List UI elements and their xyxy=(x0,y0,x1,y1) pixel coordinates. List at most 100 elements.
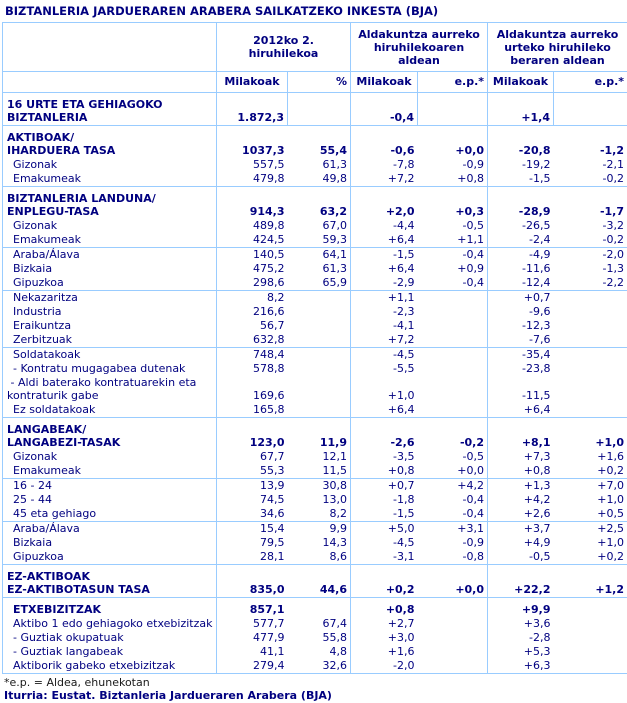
cell-ep-quarter-change: +0,0 xyxy=(418,565,488,598)
sub-header-ep-1: e.p.* xyxy=(418,72,488,93)
cell-milakoak-quarter-change: +6,4 xyxy=(351,403,418,418)
cell-milakoak-current: 169,6 xyxy=(217,376,288,403)
row-label: Araba/Álava xyxy=(3,522,217,537)
cell-milakoak-current: 15,4 xyxy=(217,522,288,537)
cell-ep-year-change xyxy=(554,631,627,645)
sub-header-milakoak-3: Milakoak xyxy=(488,72,554,93)
cell-percent: 55,4 xyxy=(288,126,351,159)
cell-milakoak-year-change: +7,3 xyxy=(488,450,554,464)
cell-milakoak-current: 28,1 xyxy=(217,550,288,565)
cell-percent xyxy=(288,362,351,376)
cell-ep-year-change xyxy=(554,659,627,674)
cell-ep-year-change: -1,2 xyxy=(554,126,627,159)
cell-percent xyxy=(288,333,351,348)
cell-percent: 67,0 xyxy=(288,219,351,233)
column-group-quarter-change: Aldakuntza aurreko hiruhilekoaren aldean xyxy=(351,23,488,72)
cell-ep-year-change: +2,5 xyxy=(554,522,627,537)
row-label: Araba/Álava xyxy=(3,248,217,263)
cell-ep-quarter-change xyxy=(418,305,488,319)
cell-milakoak-current: 489,8 xyxy=(217,219,288,233)
cell-milakoak-year-change: -9,6 xyxy=(488,305,554,319)
cell-milakoak-quarter-change: +1,1 xyxy=(351,291,418,306)
cell-ep-year-change: -0,2 xyxy=(554,233,627,248)
cell-milakoak-quarter-change: +2,0 xyxy=(351,187,418,220)
cell-ep-quarter-change: -0,4 xyxy=(418,248,488,263)
cell-percent: 55,8 xyxy=(288,631,351,645)
cell-ep-quarter-change: +3,1 xyxy=(418,522,488,537)
cell-milakoak-quarter-change: +7,2 xyxy=(351,333,418,348)
cell-milakoak-year-change: -1,5 xyxy=(488,172,554,187)
cell-milakoak-quarter-change: +0,7 xyxy=(351,479,418,494)
cell-ep-year-change: +1,2 xyxy=(554,565,627,598)
row-label: 45 eta gehiago xyxy=(3,507,217,522)
cell-milakoak-current: 479,8 xyxy=(217,172,288,187)
cell-milakoak-year-change: -26,5 xyxy=(488,219,554,233)
cell-ep-quarter-change xyxy=(418,362,488,376)
cell-milakoak-quarter-change: -3,5 xyxy=(351,450,418,464)
sub-header-percent: % xyxy=(288,72,351,93)
cell-ep-year-change xyxy=(554,348,627,363)
cell-milakoak-year-change: +22,2 xyxy=(488,565,554,598)
cell-milakoak-current: 41,1 xyxy=(217,645,288,659)
cell-milakoak-current: 557,5 xyxy=(217,158,288,172)
row-label: Ez soldatakoak xyxy=(3,403,217,418)
cell-milakoak-quarter-change: -2,0 xyxy=(351,659,418,674)
sub-header-row: Milakoak % Milakoak e.p.* Milakoak e.p.* xyxy=(3,72,627,93)
row-label: LANGABEAK/ LANGABEZI-TASAK xyxy=(3,418,217,451)
cell-ep-year-change: +0,2 xyxy=(554,550,627,565)
cell-milakoak-year-change: -11,5 xyxy=(488,376,554,403)
cell-milakoak-year-change: -12,3 xyxy=(488,319,554,333)
cell-milakoak-current: 79,5 xyxy=(217,536,288,550)
cell-milakoak-year-change: +3,6 xyxy=(488,617,554,631)
cell-ep-quarter-change: -0,4 xyxy=(418,507,488,522)
cell-ep-year-change: -2,1 xyxy=(554,158,627,172)
cell-milakoak-current: 424,5 xyxy=(217,233,288,248)
row-label: AKTIBOAK/ IHARDUERA TASA xyxy=(3,126,217,159)
cell-percent: 61,3 xyxy=(288,158,351,172)
cell-milakoak-year-change: -19,2 xyxy=(488,158,554,172)
cell-ep-quarter-change: +1,1 xyxy=(418,233,488,248)
cell-ep-quarter-change: -0,9 xyxy=(418,158,488,172)
cell-milakoak-quarter-change: -2,3 xyxy=(351,305,418,319)
row-label: Gipuzkoa xyxy=(3,550,217,565)
cell-ep-year-change: -3,2 xyxy=(554,219,627,233)
cell-milakoak-year-change: +0,8 xyxy=(488,464,554,479)
cell-ep-year-change: -2,2 xyxy=(554,276,627,291)
cell-ep-year-change: -1,3 xyxy=(554,262,627,276)
table-row: - Aldi baterako kontratuarekin eta kontr… xyxy=(3,376,627,403)
row-label: 25 - 44 xyxy=(3,493,217,507)
cell-ep-year-change: +1,0 xyxy=(554,493,627,507)
cell-ep-year-change: +1,0 xyxy=(554,536,627,550)
cell-percent: 32,6 xyxy=(288,659,351,674)
cell-percent: 30,8 xyxy=(288,479,351,494)
row-label: Gizonak xyxy=(3,158,217,172)
row-label: BIZTANLERIA LANDUNA/ ENPLEGU-TASA xyxy=(3,187,217,220)
cell-percent: 67,4 xyxy=(288,617,351,631)
cell-milakoak-quarter-change: -2,9 xyxy=(351,276,418,291)
cell-milakoak-year-change: -7,6 xyxy=(488,333,554,348)
cell-ep-quarter-change: -0,5 xyxy=(418,219,488,233)
cell-milakoak-quarter-change: -4,5 xyxy=(351,536,418,550)
row-label: - Guztiak okupatuak xyxy=(3,631,217,645)
cell-milakoak-quarter-change: +0,2 xyxy=(351,565,418,598)
page-title: BIZTANLERIA JARDUERAREN ARABERA SAILKATZ… xyxy=(0,0,627,22)
cell-milakoak-year-change: +8,1 xyxy=(488,418,554,451)
cell-milakoak-year-change: +1,3 xyxy=(488,479,554,494)
row-label: Bizkaia xyxy=(3,536,217,550)
cell-ep-quarter-change xyxy=(418,376,488,403)
cell-ep-year-change xyxy=(554,362,627,376)
cell-milakoak-current: 578,8 xyxy=(217,362,288,376)
cell-ep-quarter-change xyxy=(418,348,488,363)
cell-percent: 9,9 xyxy=(288,522,351,537)
row-label: Gizonak xyxy=(3,219,217,233)
cell-milakoak-current: 577,7 xyxy=(217,617,288,631)
